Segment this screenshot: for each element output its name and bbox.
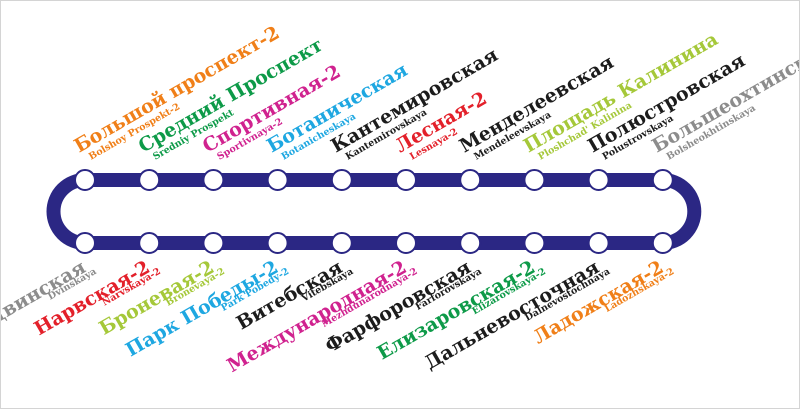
station-marker[interactable] (138, 232, 161, 254)
station-marker[interactable] (202, 232, 225, 254)
station-marker[interactable] (330, 169, 353, 191)
station-marker[interactable] (138, 169, 161, 191)
station-marker[interactable] (266, 169, 289, 191)
station-marker[interactable] (459, 169, 482, 191)
station-marker[interactable] (74, 232, 96, 254)
station-marker[interactable] (266, 232, 289, 254)
station-marker[interactable] (651, 169, 674, 191)
station-marker[interactable] (74, 169, 96, 191)
station-marker[interactable] (587, 232, 610, 254)
station-marker[interactable] (523, 169, 546, 191)
station-marker[interactable] (395, 232, 417, 254)
station-marker[interactable] (587, 169, 610, 191)
station-marker[interactable] (202, 169, 225, 191)
station-marker[interactable] (459, 232, 482, 254)
station-marker[interactable] (395, 169, 417, 191)
station-marker[interactable] (330, 232, 353, 254)
station-marker[interactable] (523, 232, 546, 254)
station-marker[interactable] (651, 232, 674, 254)
